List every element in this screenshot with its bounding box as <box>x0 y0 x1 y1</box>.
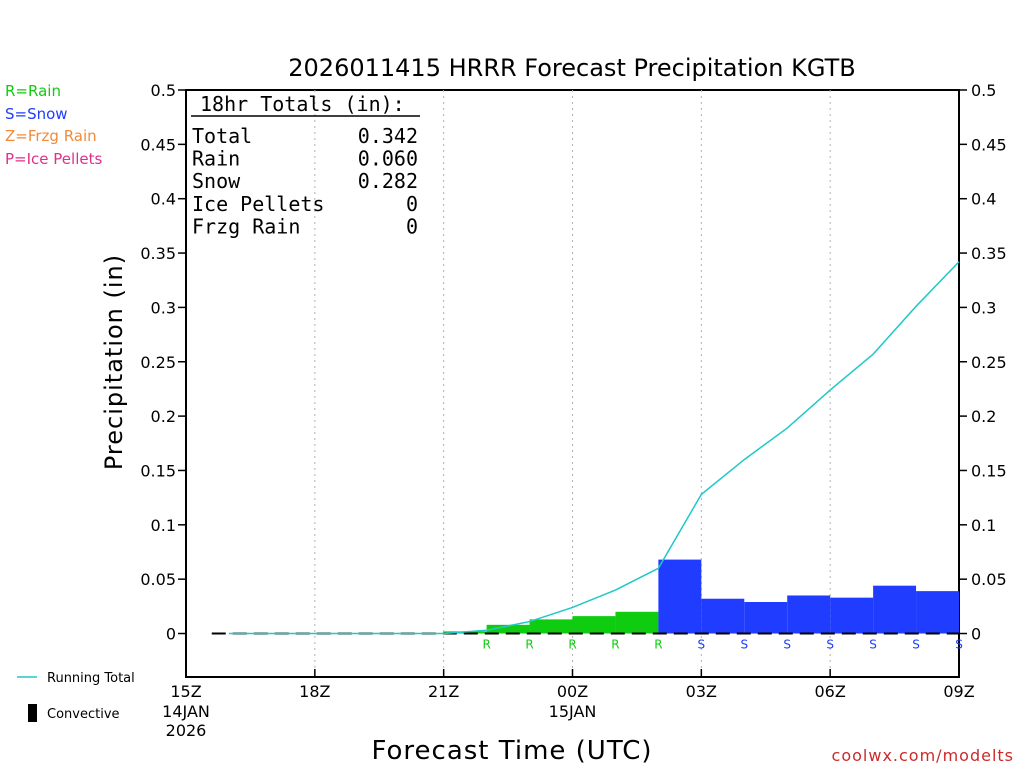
xtick-label-09Z: 09Z <box>943 682 974 701</box>
ytick-label-left-0.1: 0.1 <box>151 516 176 535</box>
ytick-label-left-0.5: 0.5 <box>151 81 176 100</box>
bar-hour-13 <box>701 598 745 634</box>
bar-label-hour-7: R <box>482 638 490 652</box>
precip-bars <box>443 559 959 634</box>
bar-hour-16 <box>830 597 874 634</box>
ytick-label-left-0.3: 0.3 <box>151 298 176 317</box>
bar-label-hour-13: S <box>740 638 748 652</box>
y-axis-ticks: 0.5 0.5 0.45 0.45 0.4 0.4 0.35 0.35 0.3 0.3 0.25 0.… <box>140 81 1006 644</box>
totals-label-total: Total <box>192 124 252 148</box>
legend-rain: R=Rain <box>5 82 61 100</box>
bar-label-hour-11: R <box>654 638 662 652</box>
bar-label-hour-9: R <box>568 638 576 652</box>
bar-label-hour-8: R <box>525 638 533 652</box>
totals-value-snow: 0.282 <box>358 169 418 193</box>
ytick-label-left-0.4: 0.4 <box>151 190 176 209</box>
ytick-label-left-0.2: 0.2 <box>151 407 176 426</box>
ytick-label-left-0.15: 0.15 <box>140 461 176 480</box>
ytick-label-left-0.45: 0.45 <box>140 135 176 154</box>
running-total-line <box>228 261 960 635</box>
bar-hour-11 <box>615 611 659 634</box>
ytick-label-left-0.35: 0.35 <box>140 244 176 263</box>
bar-label-hour-18: S <box>955 638 963 652</box>
ytick-label-right-0.2: 0.2 <box>971 407 996 426</box>
ytick-label-right-0.5: 0.5 <box>971 81 996 100</box>
totals-value-rain: 0.060 <box>358 147 418 171</box>
totals-label-ice-pellets: Ice Pellets <box>192 192 324 216</box>
watermark: coolwx.com/modelts <box>832 746 1014 765</box>
totals-label-snow: Snow <box>192 169 241 193</box>
bar-label-hour-15: S <box>826 638 834 652</box>
bar-label-hour-16: S <box>869 638 877 652</box>
y-axis-label: Precipitation (in) <box>100 254 128 470</box>
bar-hour-14 <box>744 601 788 634</box>
ytick-label-left-0: 0 <box>166 625 176 644</box>
xtick-sublabel-14JAN: 14JAN <box>162 702 210 721</box>
xtick-label-00Z: 00Z <box>557 682 588 701</box>
ytick-label-right-0.1: 0.1 <box>971 516 996 535</box>
xtick-sublabel-2026: 2026 <box>166 721 207 740</box>
legend-frzg-rain: Z=Frzg Rain <box>5 127 97 145</box>
bar-label-hour-10: R <box>611 638 619 652</box>
ytick-label-right-0.05: 0.05 <box>971 570 1007 589</box>
x-axis-label: Forecast Time (UTC) <box>371 736 652 766</box>
bar-hour-15 <box>787 595 831 634</box>
ytick-label-left-0.25: 0.25 <box>140 353 176 372</box>
bar-hour-12 <box>658 559 702 634</box>
legend-convective: Convective <box>47 707 120 722</box>
gridlines <box>314 90 831 677</box>
ytick-label-left-0.05: 0.05 <box>140 570 176 589</box>
bar-label-hour-14: S <box>783 638 791 652</box>
totals-label-rain: Rain <box>192 147 240 171</box>
convective-legend-swatch <box>28 704 37 722</box>
bar-hour-18 <box>916 591 959 634</box>
totals-value-total: 0.342 <box>358 124 418 148</box>
ytick-label-right-0: 0 <box>971 625 981 644</box>
xtick-label-18Z: 18Z <box>299 682 330 701</box>
xtick-label-15Z: 15Z <box>170 682 201 701</box>
bar-hour-8 <box>486 624 530 634</box>
totals-box: 18hr Totals (in): Total 0.342 Rain 0.060 Sno… <box>191 92 420 238</box>
legend-snow: S=Snow <box>5 105 68 123</box>
xtick-label-06Z: 06Z <box>815 682 846 701</box>
totals-label-frzg-rain: Frzg Rain <box>192 214 300 238</box>
chart-title: 2026011415 HRRR Forecast Precipitation K… <box>288 54 855 82</box>
totals-value-ice-pellets: 0 <box>406 192 418 216</box>
ytick-label-right-0.45: 0.45 <box>971 135 1007 154</box>
xtick-label-21Z: 21Z <box>428 682 459 701</box>
bar-hour-10 <box>572 616 616 634</box>
totals-header: 18hr Totals (in): <box>200 92 405 116</box>
bar-hour-17 <box>873 585 917 634</box>
ytick-label-right-0.3: 0.3 <box>971 298 996 317</box>
ytick-label-right-0.15: 0.15 <box>971 461 1007 480</box>
bar-label-hour-17: S <box>912 638 920 652</box>
legend-running-total: Running Total <box>47 671 135 686</box>
xtick-sublabel-15JAN: 15JAN <box>549 702 597 721</box>
ytick-label-right-0.4: 0.4 <box>971 190 996 209</box>
legend-ice-pellets: P=Ice Pellets <box>5 150 102 168</box>
bar-hour-9 <box>529 619 573 634</box>
xtick-label-03Z: 03Z <box>686 682 717 701</box>
totals-value-frzg-rain: 0 <box>406 214 418 238</box>
ytick-label-right-0.25: 0.25 <box>971 353 1007 372</box>
bar-label-hour-12: S <box>698 638 706 652</box>
ytick-label-right-0.35: 0.35 <box>971 244 1007 263</box>
